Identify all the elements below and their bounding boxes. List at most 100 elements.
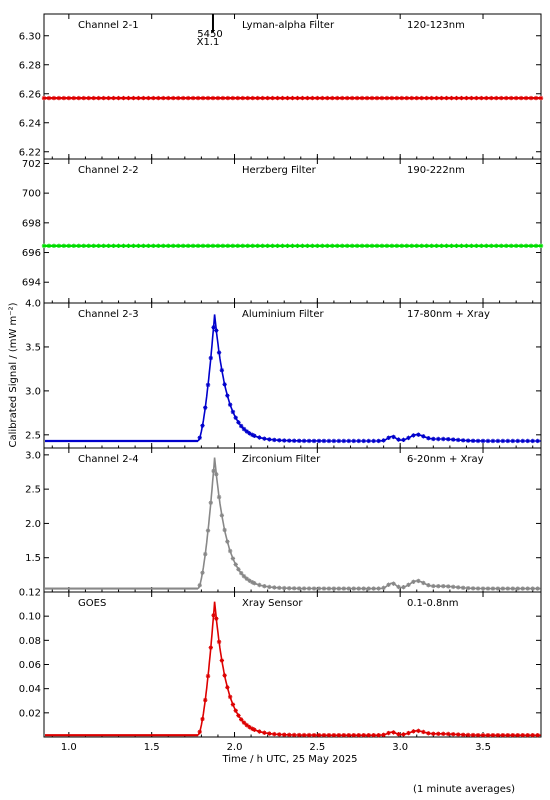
y-tick-label: 6.28 <box>19 60 41 71</box>
data-point <box>227 694 233 700</box>
data-point <box>235 243 241 249</box>
data-point <box>346 586 352 591</box>
panel-channel-label: Channel 2-3 <box>78 309 139 320</box>
data-point <box>321 732 327 738</box>
data-point <box>282 438 287 443</box>
data-point <box>426 731 431 736</box>
data-point <box>66 95 72 101</box>
y-tick-label: 6.24 <box>19 118 41 129</box>
data-point <box>245 243 250 249</box>
data-point <box>436 583 441 589</box>
data-point <box>146 243 151 249</box>
data-point <box>215 95 221 101</box>
data-point <box>166 95 171 101</box>
data-point <box>216 350 222 355</box>
data-point <box>151 95 156 101</box>
data-point <box>126 243 131 249</box>
data-point <box>369 95 375 101</box>
x-axis: 1.0 1.5 2.0 2.5 3.0 3.5 <box>61 742 491 753</box>
data-point <box>295 243 300 249</box>
data-point <box>446 731 451 737</box>
data-point <box>510 732 516 738</box>
data-point <box>136 243 141 249</box>
data-point <box>205 528 211 533</box>
y-tick-label: 3.5 <box>25 342 41 353</box>
data-point <box>208 500 213 505</box>
data-point <box>275 243 280 249</box>
data-point <box>449 243 454 249</box>
data-point <box>106 95 111 101</box>
panel-5: 0.02 0.04 0.06 0.08 0.10 0.12 GOES Xray Sensor 0… <box>19 588 542 738</box>
data-point <box>277 732 282 737</box>
data-point <box>116 95 121 101</box>
data-point <box>197 729 202 735</box>
data-point <box>315 243 320 249</box>
data-point <box>538 243 544 249</box>
data-point <box>41 95 47 101</box>
data-point <box>46 95 52 101</box>
data-point <box>426 435 431 441</box>
data-point <box>205 243 211 249</box>
data-point <box>227 548 233 554</box>
data-point <box>310 95 315 101</box>
data-point <box>349 95 355 101</box>
data-point <box>214 472 219 477</box>
data-point <box>495 438 501 444</box>
data-point <box>349 243 355 249</box>
data-point <box>316 586 322 591</box>
data-point <box>233 708 238 713</box>
data-point <box>257 435 262 440</box>
data-point <box>470 586 476 591</box>
data-point <box>295 95 300 101</box>
data-point <box>141 95 146 101</box>
data-point <box>330 95 335 101</box>
data-point <box>490 586 496 591</box>
data-point <box>76 95 81 101</box>
data-point <box>222 382 227 387</box>
data-point <box>61 95 67 101</box>
data-point <box>335 95 340 101</box>
data-point <box>301 438 307 444</box>
data-point <box>455 732 461 737</box>
data-point <box>431 731 436 736</box>
data-point <box>61 243 67 249</box>
data-point <box>325 95 330 101</box>
data-point <box>250 726 255 731</box>
data-point <box>404 243 410 249</box>
data-point <box>336 586 342 591</box>
data-point <box>51 243 57 249</box>
data-point <box>56 95 62 101</box>
data-point <box>344 95 350 101</box>
data-point <box>326 438 332 444</box>
data-point <box>272 585 277 590</box>
data-point <box>185 95 191 101</box>
data-point <box>386 435 391 441</box>
data-point <box>424 243 429 249</box>
data-point <box>361 438 366 444</box>
data-point <box>180 95 186 101</box>
x-tick-label: 1.5 <box>144 742 160 753</box>
panel-band-label: 0.1-0.8nm <box>407 598 459 609</box>
data-point <box>86 95 91 101</box>
data-point <box>406 582 411 588</box>
data-point <box>459 243 464 249</box>
data-point <box>399 243 405 249</box>
data-point <box>156 95 161 101</box>
y-tick-label: 4.0 <box>25 299 41 310</box>
panel-channel-label: Channel 2-4 <box>78 454 139 465</box>
data-point <box>236 713 241 718</box>
data-point <box>500 732 506 738</box>
panel-frame <box>43 158 542 304</box>
data-point <box>449 95 454 101</box>
data-point <box>216 494 222 500</box>
data-point <box>384 243 390 249</box>
data-point <box>101 95 106 101</box>
data-point <box>225 539 230 544</box>
data-point <box>91 243 96 249</box>
data-point <box>270 243 275 249</box>
data-point <box>131 95 136 101</box>
data-point <box>464 243 469 249</box>
data-point <box>369 243 375 249</box>
data-point <box>205 95 211 101</box>
data-point <box>386 582 391 587</box>
